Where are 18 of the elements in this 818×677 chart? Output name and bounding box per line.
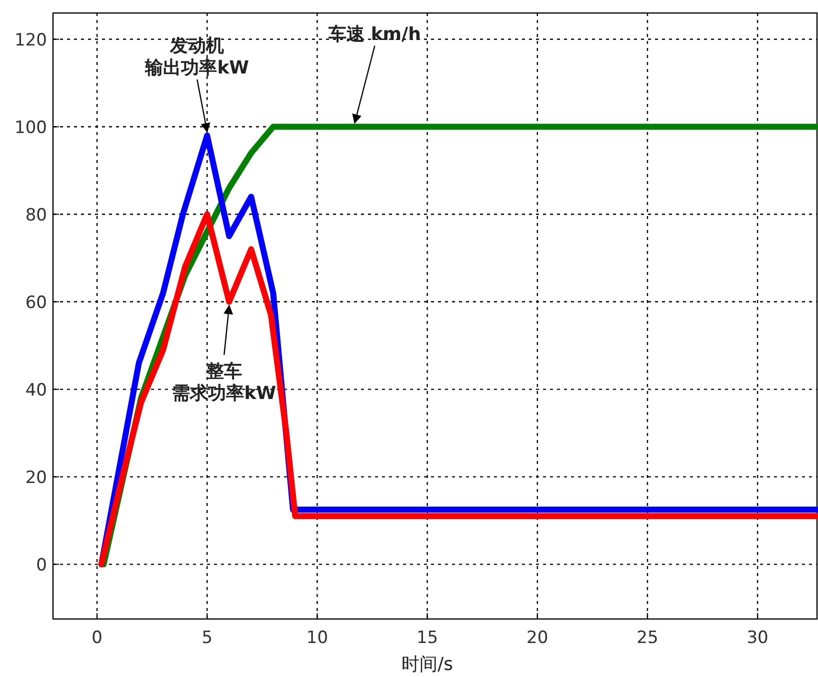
x-tick-label: 0 (92, 628, 102, 648)
x-axis-title: 时间/s (402, 654, 454, 675)
x-tick-label: 30 (746, 628, 768, 648)
y-tick-label: 60 (25, 292, 47, 313)
y-tick-label: 100 (14, 118, 47, 138)
y-tick-label: 0 (36, 555, 47, 576)
x-tick-label: 20 (526, 628, 548, 648)
x-tick-label: 5 (202, 628, 213, 648)
x-tick-label: 10 (306, 628, 328, 648)
y-tick-label: 120 (14, 30, 47, 50)
text: 发动机输出功率kW (144, 36, 250, 79)
text: 车速 km/h (328, 24, 421, 45)
x-tick-label: 25 (636, 628, 658, 648)
x-tick-label: 15 (416, 628, 438, 648)
y-tick-label: 80 (25, 205, 47, 226)
series-label: 整车需求功率kW (172, 360, 276, 404)
y-tick-label: 20 (25, 468, 47, 488)
y-tick-label: 40 (25, 380, 47, 400)
